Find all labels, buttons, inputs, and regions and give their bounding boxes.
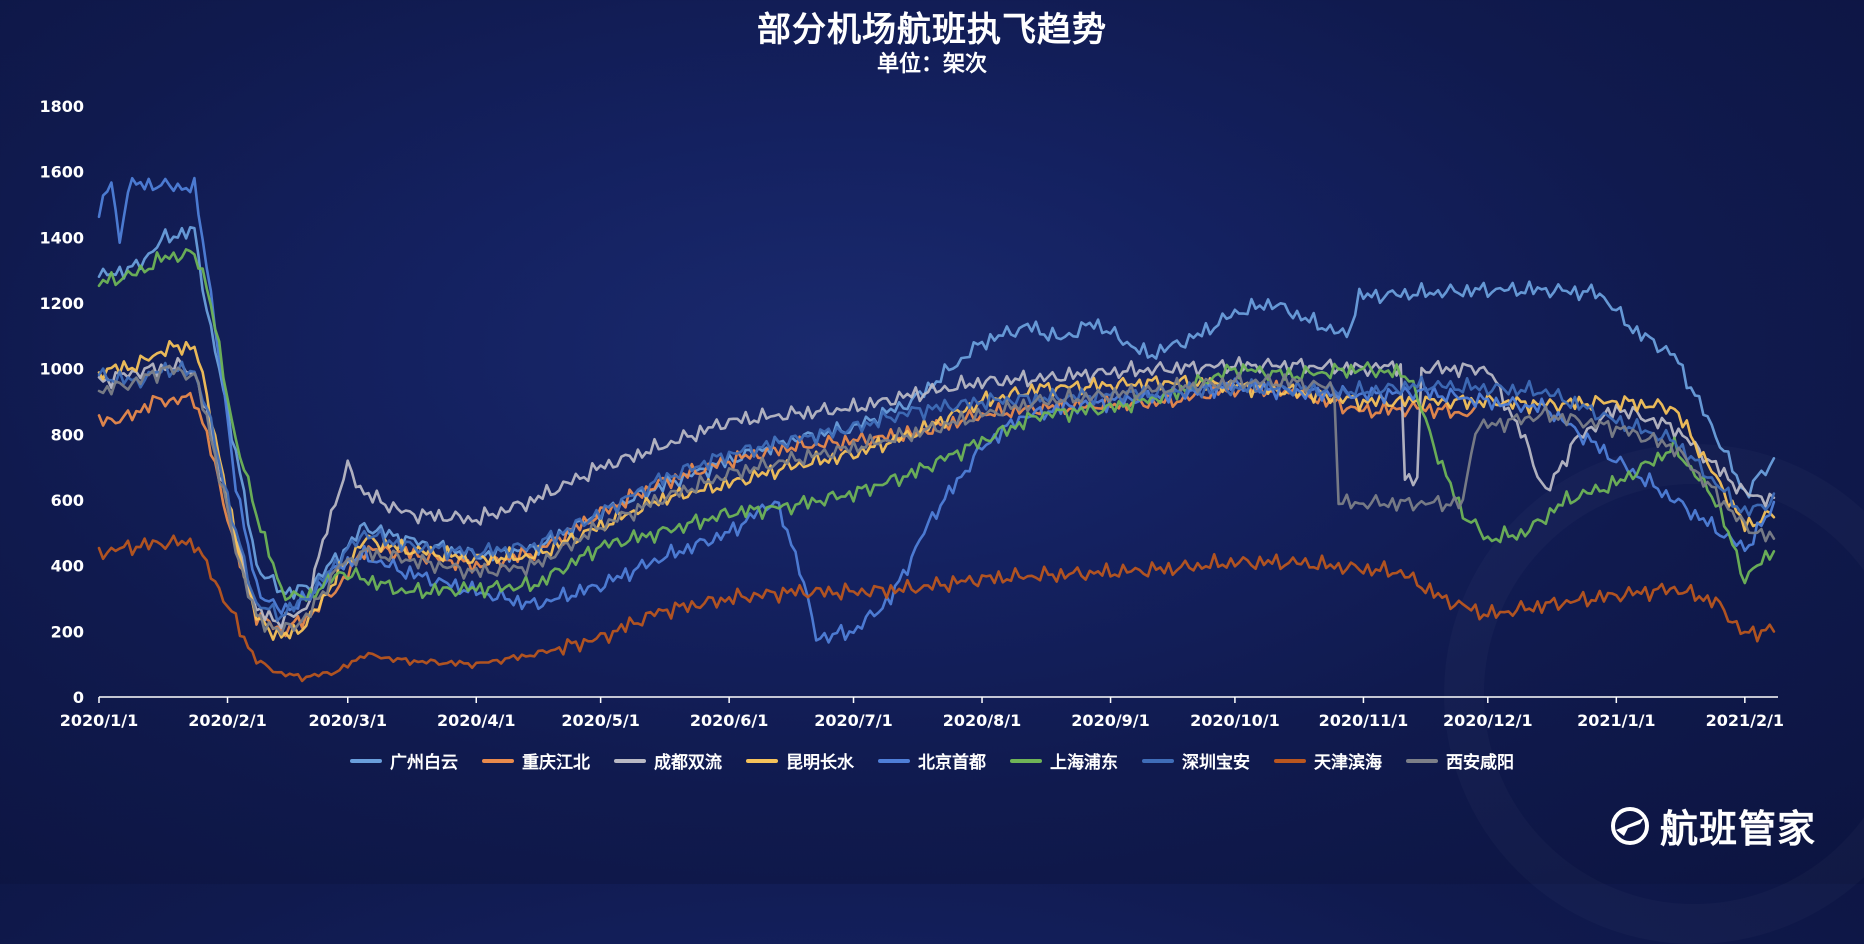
y-tick-label: 200	[51, 622, 84, 641]
brand-logo: 航班管家	[1610, 798, 1816, 853]
legend-label: 深圳宝安	[1182, 753, 1250, 773]
chart-title: 部分机场航班执飞趋势	[757, 10, 1107, 50]
x-tick-label: 2020/3/1	[308, 711, 386, 730]
y-tick-label: 800	[51, 425, 84, 444]
x-tick-label: 2020/1/1	[60, 711, 138, 730]
line-chart: 0 200 400 600 800 1000 1200 1400 1600 1800 2020/1…	[39, 97, 1784, 730]
legend-swatch	[350, 758, 382, 763]
legend-swatch	[1274, 758, 1306, 763]
series-line-4	[97, 339, 1776, 641]
series-line-3	[97, 356, 1776, 630]
x-tick-label: 2020/2/1	[188, 711, 266, 730]
legend-swatch	[746, 758, 778, 763]
legend-item[interactable]: 深圳宝安	[1142, 748, 1250, 773]
legend-label: 重庆江北	[522, 753, 590, 773]
x-tick-label: 2020/10/1	[1190, 711, 1280, 730]
x-tick-label: 2020/8/1	[943, 711, 1021, 730]
legend-swatch	[878, 758, 910, 763]
legend-item[interactable]: 西安咸阳	[1406, 748, 1514, 773]
legend-item[interactable]: 上海浦东	[1010, 748, 1118, 773]
chart-subtitle: 单位：架次	[876, 52, 987, 77]
legend-swatch	[1406, 758, 1438, 763]
series-line-6	[97, 248, 1776, 602]
x-tick-label: 2020/4/1	[437, 711, 515, 730]
x-tick-label: 2021/1/1	[1577, 711, 1655, 730]
legend-item[interactable]: 广州白云	[350, 748, 458, 773]
series-line-1	[97, 226, 1776, 600]
series-line-8	[97, 534, 1776, 683]
y-tick-label: 1000	[39, 360, 84, 379]
series-line-7	[97, 360, 1776, 623]
legend-label: 昆明长水	[786, 753, 854, 773]
legend-swatch	[614, 758, 646, 763]
legend-label: 成都双流	[654, 753, 722, 773]
x-tick-label: 2021/2/1	[1706, 711, 1784, 730]
legend-item[interactable]: 昆明长水	[746, 748, 854, 773]
series-lines	[97, 176, 1776, 683]
airplane-shield-icon	[1611, 806, 1649, 845]
legend-item[interactable]: 成都双流	[614, 748, 722, 773]
legend-item[interactable]: 重庆江北	[482, 748, 590, 773]
y-tick-label: 0	[73, 688, 84, 707]
legend-item[interactable]: 天津滨海	[1274, 748, 1382, 773]
legend-label: 天津滨海	[1314, 753, 1382, 773]
y-tick-label: 1600	[39, 163, 84, 182]
x-tick-label: 2020/12/1	[1443, 711, 1533, 730]
legend-label: 广州白云	[390, 753, 458, 773]
y-tick-label: 1200	[39, 294, 84, 313]
y-tick-label: 1800	[39, 97, 84, 116]
legend-label: 北京首都	[918, 753, 986, 773]
x-tick-label: 2020/7/1	[814, 711, 892, 730]
x-tick-label: 2020/5/1	[561, 711, 639, 730]
legend-label: 上海浦东	[1050, 753, 1118, 773]
y-tick-label: 600	[51, 491, 84, 510]
x-tick-label: 2020/6/1	[690, 711, 768, 730]
brand-name: 航班管家	[1660, 807, 1817, 851]
y-tick-label: 400	[51, 557, 84, 576]
legend-swatch	[1142, 758, 1174, 763]
legend-swatch	[482, 758, 514, 763]
y-tick-label: 1400	[39, 228, 84, 247]
x-tick-label: 2020/9/1	[1071, 711, 1149, 730]
series-line-9	[97, 364, 1776, 636]
x-tick-label: 2020/11/1	[1319, 711, 1409, 730]
legend-label: 西安咸阳	[1446, 753, 1514, 773]
legend-swatch	[1010, 758, 1042, 763]
legend-item[interactable]: 北京首都	[878, 748, 986, 773]
legend: 广州白云 重庆江北 成都双流 昆明长水 北京首都 上海浦东 深圳宝安 天津滨海 西安咸阳	[0, 748, 1864, 773]
x-axis: 2020/1/1 2020/2/1 2020/3/1 2020/4/1 2020/5/1…	[60, 696, 1784, 730]
series-line-5	[97, 176, 1776, 644]
y-axis: 0 200 400 600 800 1000 1200 1400 1600 1800	[39, 97, 84, 707]
